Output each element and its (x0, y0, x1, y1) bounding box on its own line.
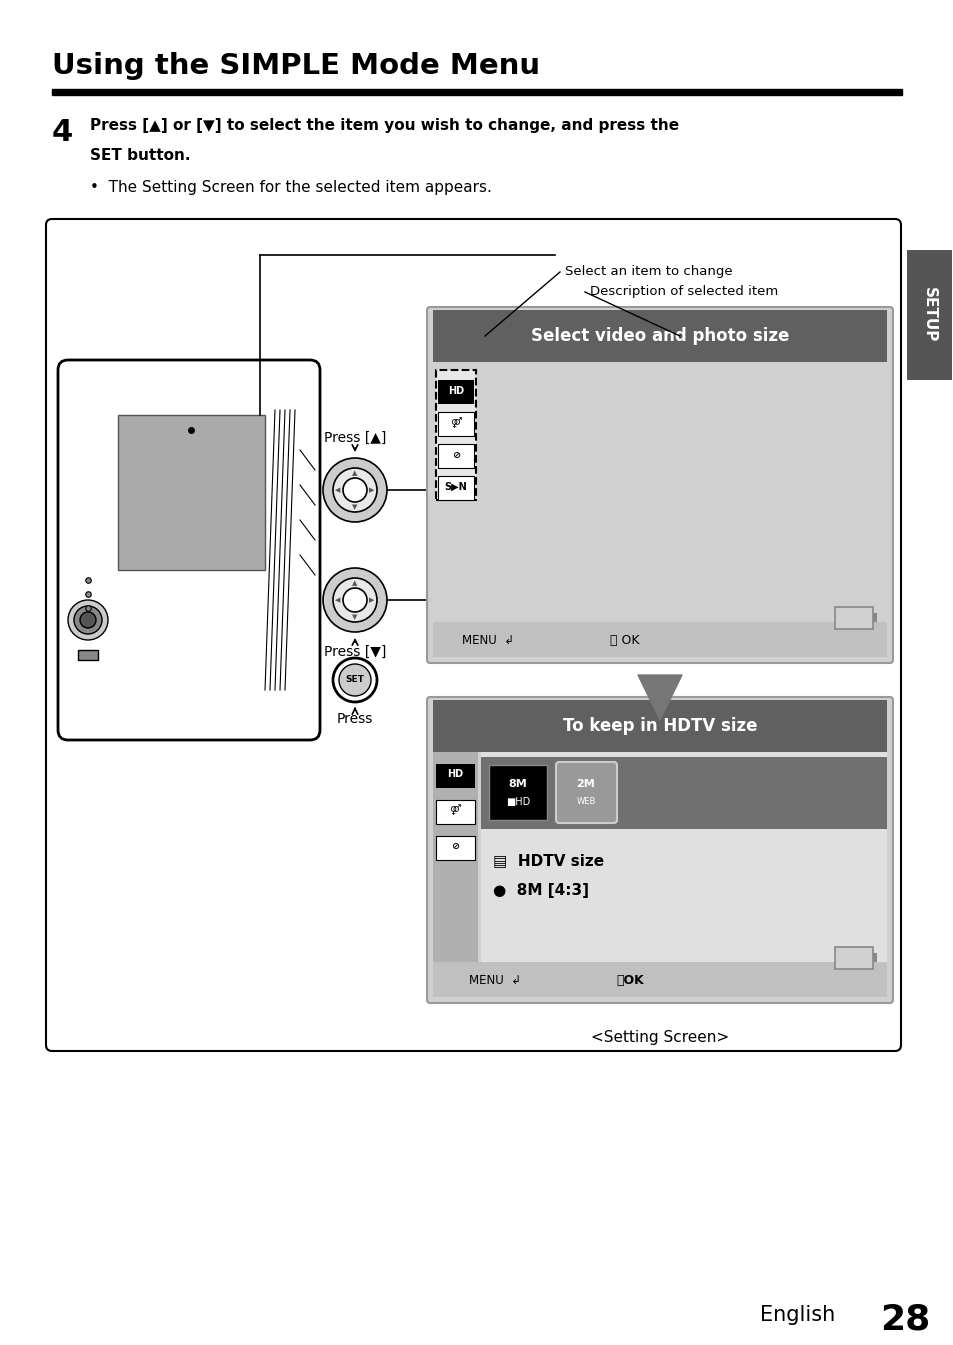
Bar (52, 89, 901, 95)
Text: MENU  ↲: MENU ↲ (469, 974, 520, 986)
Text: Description of selected item: Description of selected item (589, 285, 778, 299)
Bar (906, 250, 951, 381)
Bar (437, 444, 474, 468)
Text: SETUP: SETUP (921, 288, 936, 343)
Text: S▶N: S▶N (444, 482, 467, 492)
Bar (834, 947, 872, 968)
Circle shape (333, 468, 376, 512)
Bar (437, 412, 474, 436)
Text: ▼: ▼ (352, 504, 357, 510)
Circle shape (80, 612, 96, 628)
Polygon shape (638, 675, 681, 720)
Bar (433, 621, 886, 656)
Text: Select video and photo size: Select video and photo size (530, 327, 788, 346)
FancyBboxPatch shape (46, 219, 900, 1050)
Circle shape (343, 477, 367, 502)
Text: ▶: ▶ (369, 487, 375, 494)
Text: ⊘: ⊘ (451, 841, 458, 851)
Text: ◀: ◀ (335, 487, 340, 494)
Text: •  The Setting Screen for the selected item appears.: • The Setting Screen for the selected it… (90, 180, 492, 195)
Bar (433, 752, 477, 962)
Text: HD: HD (448, 386, 463, 395)
Text: English: English (760, 1305, 835, 1325)
Text: ●  8M [4:3]: ● 8M [4:3] (493, 884, 588, 898)
Circle shape (333, 658, 376, 702)
Circle shape (333, 578, 376, 621)
FancyBboxPatch shape (427, 307, 892, 663)
Text: ⚤: ⚤ (449, 804, 460, 815)
Bar (834, 607, 872, 629)
Text: Select an item to change: Select an item to change (564, 265, 732, 278)
Text: HD: HD (446, 769, 462, 779)
Circle shape (323, 459, 387, 522)
Bar (433, 962, 886, 997)
FancyBboxPatch shape (58, 360, 319, 740)
Bar (437, 381, 474, 404)
Bar (78, 650, 98, 660)
Circle shape (343, 588, 367, 612)
Bar (436, 370, 476, 500)
Text: Press: Press (336, 712, 373, 726)
Text: ▼: ▼ (352, 615, 357, 620)
FancyBboxPatch shape (427, 697, 892, 1003)
Text: ⓈOK: ⓈOK (616, 974, 643, 986)
Bar (480, 752, 886, 962)
Text: To keep in HDTV size: To keep in HDTV size (562, 717, 757, 734)
Bar (489, 765, 546, 820)
Text: SET button.: SET button. (90, 148, 191, 163)
Bar (437, 476, 474, 500)
Bar (433, 699, 886, 752)
Circle shape (323, 568, 387, 632)
Text: 8M: 8M (508, 779, 527, 790)
Text: WEB: WEB (576, 798, 595, 807)
Text: ▲: ▲ (352, 469, 357, 476)
Bar (118, 416, 265, 570)
Text: <Setting Screen>: <Setting Screen> (590, 1030, 728, 1045)
Text: Press [▲] or [▼] to select the item you wish to change, and press the: Press [▲] or [▼] to select the item you … (90, 118, 679, 133)
FancyBboxPatch shape (556, 763, 617, 823)
Text: ⚤: ⚤ (450, 418, 461, 428)
Text: ■HD: ■HD (505, 798, 530, 807)
Text: Press [▼]: Press [▼] (323, 646, 386, 659)
Bar (436, 837, 475, 859)
Text: SET: SET (345, 675, 364, 685)
Bar (872, 613, 876, 621)
Bar (480, 757, 886, 829)
Circle shape (338, 664, 371, 695)
Text: 28: 28 (879, 1303, 929, 1337)
Text: ▤  HDTV size: ▤ HDTV size (493, 854, 603, 869)
Bar (872, 954, 876, 962)
Circle shape (74, 607, 102, 633)
Text: Ⓢ OK: Ⓢ OK (610, 633, 639, 647)
Circle shape (68, 600, 108, 640)
Text: ▶: ▶ (369, 597, 375, 603)
Text: 2M: 2M (576, 779, 595, 790)
Bar (436, 764, 475, 788)
Text: ◀: ◀ (335, 597, 340, 603)
Text: 4: 4 (52, 118, 73, 147)
Text: Using the SIMPLE Mode Menu: Using the SIMPLE Mode Menu (52, 52, 539, 79)
Bar (433, 309, 886, 362)
Text: ⊘: ⊘ (452, 451, 459, 460)
Text: Press [▲]: Press [▲] (323, 430, 386, 445)
Bar (436, 800, 475, 824)
Text: ▲: ▲ (352, 580, 357, 586)
Text: MENU  ↲: MENU ↲ (461, 633, 514, 647)
